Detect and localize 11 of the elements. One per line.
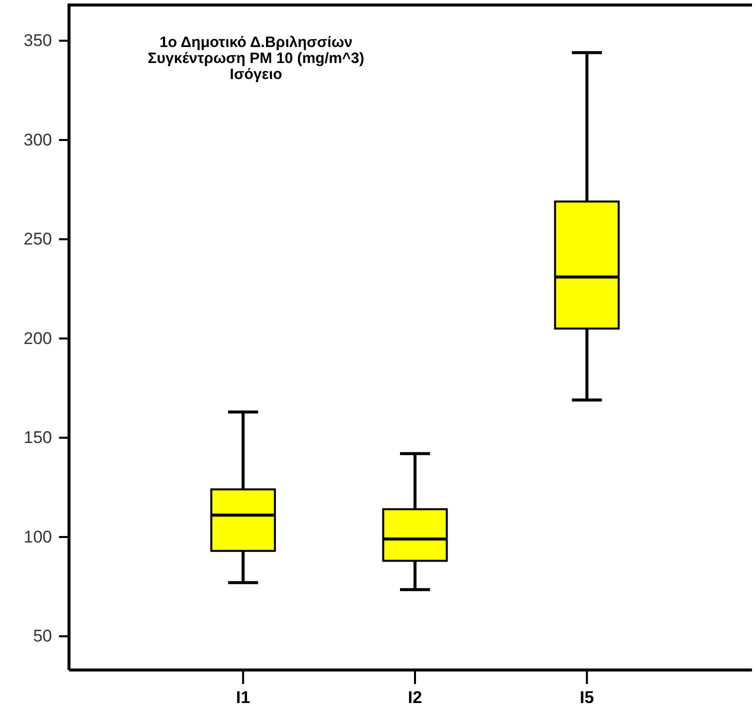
y-tick-label: 300 <box>24 130 52 150</box>
y-tick-label: 50 <box>33 626 52 646</box>
y-tick-label: 100 <box>24 527 52 546</box>
text: 1ο Δημοτικό Δ.Βριλησσίων Συγκέντρωση PM 10 (mg/m^3) Ισόγειο <box>148 34 364 83</box>
y-tick-label: 150 <box>24 428 52 448</box>
y-tick-label: 250 <box>24 230 52 249</box>
y-tick-label: 350 <box>24 31 52 50</box>
x-tick-label: I2 <box>408 688 422 707</box>
y-tick-label: 200 <box>24 328 52 348</box>
x-tick-label: I5 <box>580 688 594 707</box>
x-tick-label: I1 <box>236 688 250 707</box>
